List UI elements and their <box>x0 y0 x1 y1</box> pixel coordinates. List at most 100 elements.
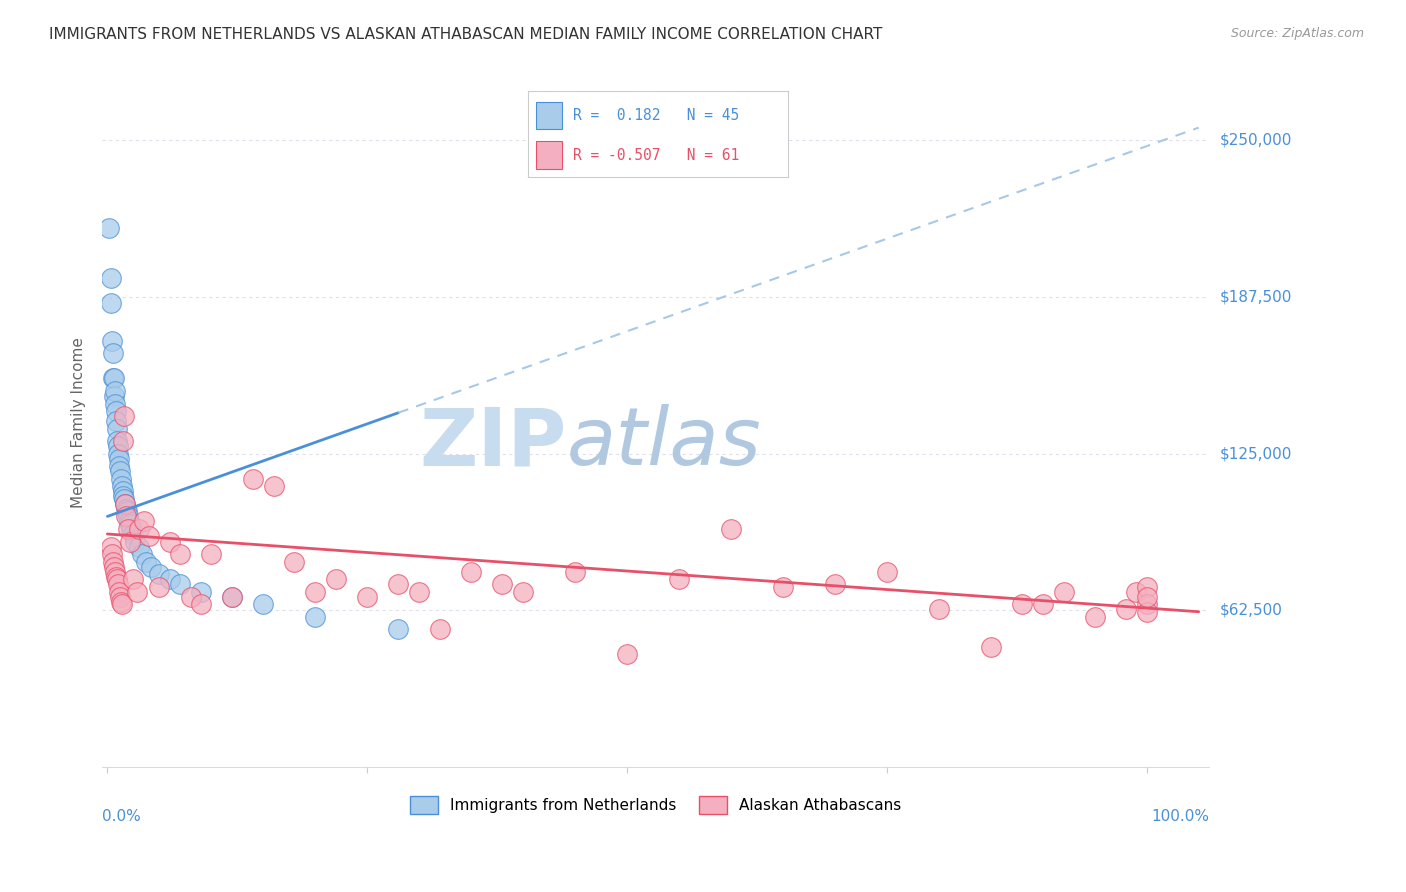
Point <box>190 584 212 599</box>
Point <box>114 497 136 511</box>
Point <box>108 590 131 604</box>
Point <box>928 602 950 616</box>
Text: $62,500: $62,500 <box>1220 603 1284 618</box>
Text: atlas: atlas <box>567 404 762 482</box>
Point <box>100 540 122 554</box>
Point <box>105 422 128 436</box>
Point <box>103 371 125 385</box>
Point <box>104 396 127 410</box>
Point <box>100 547 122 561</box>
Point <box>100 296 122 310</box>
Point <box>283 555 305 569</box>
Point <box>1136 590 1159 604</box>
Point <box>824 577 846 591</box>
Point <box>111 597 134 611</box>
Point <box>876 565 898 579</box>
Point <box>117 522 139 536</box>
Text: ZIP: ZIP <box>420 404 567 482</box>
Point <box>564 565 586 579</box>
Point <box>110 595 132 609</box>
Point <box>114 497 136 511</box>
Point <box>108 464 131 478</box>
Point <box>103 559 125 574</box>
Point <box>120 522 142 536</box>
Point <box>221 590 243 604</box>
Point <box>115 502 138 516</box>
Point <box>108 451 131 466</box>
Point <box>107 439 129 453</box>
Point <box>1115 602 1137 616</box>
Point <box>118 515 141 529</box>
Point <box>325 572 347 586</box>
Point <box>107 447 129 461</box>
Text: 100.0%: 100.0% <box>1152 809 1209 823</box>
Point <box>108 459 131 474</box>
Point <box>135 555 157 569</box>
Point <box>122 572 145 586</box>
Point <box>105 434 128 449</box>
Text: Source: ZipAtlas.com: Source: ZipAtlas.com <box>1230 27 1364 40</box>
Point <box>111 434 134 449</box>
Point <box>104 384 127 398</box>
Point <box>221 590 243 604</box>
Point <box>1136 580 1159 594</box>
Text: 0.0%: 0.0% <box>103 809 141 823</box>
Point <box>263 479 285 493</box>
Point <box>111 484 134 499</box>
Point <box>125 584 148 599</box>
Point <box>139 559 162 574</box>
Point <box>101 555 124 569</box>
Point <box>1032 597 1054 611</box>
Point <box>101 346 124 360</box>
Text: $250,000: $250,000 <box>1220 133 1292 148</box>
Point <box>1136 597 1159 611</box>
Point <box>98 221 121 235</box>
Point <box>512 584 534 599</box>
Point <box>1084 609 1107 624</box>
Point <box>1052 584 1074 599</box>
Point <box>120 516 142 531</box>
Point <box>1136 605 1159 619</box>
Point <box>304 609 326 624</box>
Point <box>138 529 160 543</box>
Point <box>387 577 409 591</box>
Point <box>252 597 274 611</box>
Point <box>408 584 430 599</box>
Point <box>131 547 153 561</box>
Point <box>304 584 326 599</box>
Point <box>100 271 122 285</box>
Legend: Immigrants from Netherlands, Alaskan Athabascans: Immigrants from Netherlands, Alaskan Ath… <box>402 789 908 822</box>
Point <box>104 414 127 428</box>
Point <box>242 472 264 486</box>
Text: $125,000: $125,000 <box>1220 446 1292 461</box>
Point <box>491 577 513 591</box>
Point <box>132 515 155 529</box>
Point <box>429 622 451 636</box>
Point <box>115 504 138 518</box>
Point <box>720 522 742 536</box>
Point <box>1011 597 1033 611</box>
Point <box>111 489 134 503</box>
Point <box>103 389 125 403</box>
Point <box>180 590 202 604</box>
Text: $187,500: $187,500 <box>1220 289 1292 304</box>
Point <box>387 622 409 636</box>
Point <box>115 509 138 524</box>
Point <box>668 572 690 586</box>
Y-axis label: Median Family Income: Median Family Income <box>72 337 86 508</box>
Point <box>107 577 129 591</box>
Point <box>128 540 150 554</box>
Text: IMMIGRANTS FROM NETHERLANDS VS ALASKAN ATHABASCAN MEDIAN FAMILY INCOME CORRELATI: IMMIGRANTS FROM NETHERLANDS VS ALASKAN A… <box>49 27 883 42</box>
Point <box>104 565 127 579</box>
Point <box>111 479 134 493</box>
Point <box>120 534 142 549</box>
Point <box>148 567 170 582</box>
Point <box>148 580 170 594</box>
Point <box>159 534 181 549</box>
Point <box>356 590 378 604</box>
Point <box>169 547 191 561</box>
Point <box>1125 584 1147 599</box>
Point <box>100 334 122 348</box>
Point <box>104 569 127 583</box>
Point <box>980 640 1002 654</box>
